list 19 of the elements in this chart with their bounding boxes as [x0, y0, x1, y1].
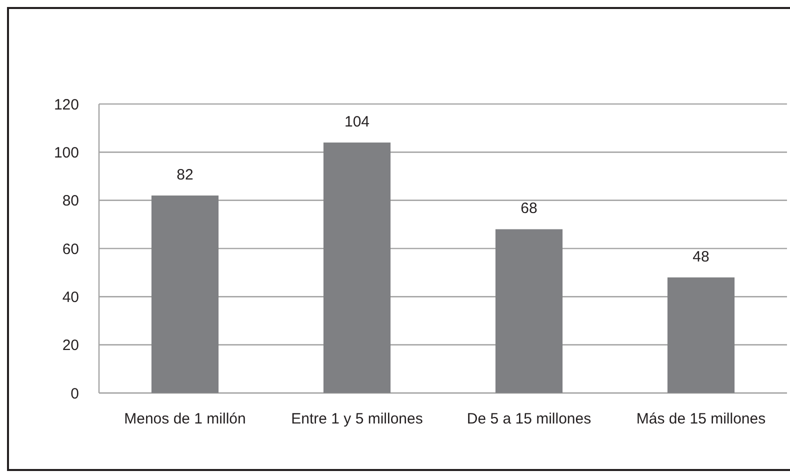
y-tick-label: 60 — [62, 240, 79, 258]
y-tick-label: 0 — [70, 385, 79, 402]
y-tick-label: 20 — [62, 337, 79, 354]
data-label: 48 — [692, 248, 710, 266]
data-label: 82 — [176, 166, 194, 184]
data-label: 104 — [344, 114, 370, 131]
x-tick-label: Más de 15 millones — [636, 410, 766, 428]
bar — [323, 142, 391, 393]
y-tick-label: 40 — [62, 288, 79, 306]
data-label: 68 — [520, 200, 538, 218]
bar — [151, 196, 219, 393]
y-tick-label: 100 — [54, 144, 79, 162]
x-tick-label: De 5 a 15 millones — [466, 410, 592, 428]
bar — [667, 277, 735, 393]
x-tick-label: Menos de 1 millón — [124, 410, 246, 428]
y-tick-label: 120 — [54, 96, 79, 114]
bar — [495, 229, 563, 393]
y-tick-label: 80 — [62, 192, 79, 210]
x-tick-label: Entre 1 y 5 millones — [291, 410, 423, 428]
